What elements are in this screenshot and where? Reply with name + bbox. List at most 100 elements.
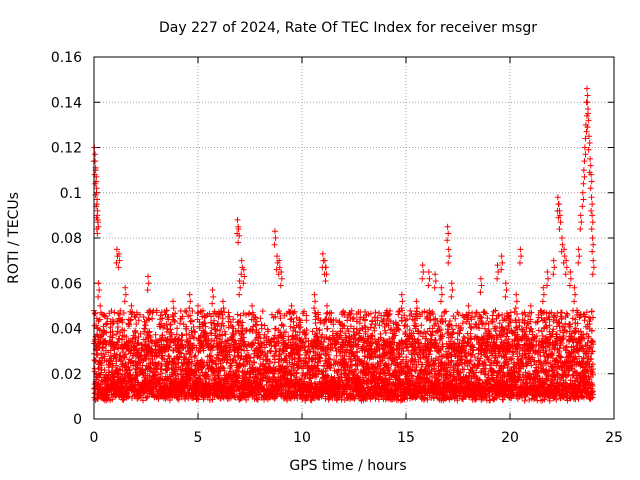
data-point	[134, 373, 141, 380]
data-point	[220, 365, 227, 372]
data-point	[122, 351, 129, 358]
data-point	[331, 374, 338, 381]
data-point	[146, 368, 153, 375]
data-point	[215, 352, 222, 359]
data-point	[500, 396, 507, 403]
data-point	[317, 355, 324, 362]
data-point	[99, 345, 106, 352]
data-point	[309, 358, 316, 365]
data-point	[101, 367, 108, 374]
y-tick-label: 0.12	[51, 141, 82, 157]
y-tick-label: 0.16	[51, 50, 82, 66]
data-point	[192, 368, 199, 375]
data-point	[245, 394, 252, 401]
data-point	[125, 393, 132, 400]
data-point	[271, 356, 278, 363]
data-point	[163, 365, 170, 372]
data-point	[149, 356, 156, 363]
data-point	[322, 357, 329, 364]
data-point	[109, 364, 116, 371]
data-point	[312, 349, 319, 356]
data-point	[324, 372, 331, 379]
data-point	[94, 352, 101, 359]
data-point	[98, 350, 105, 357]
y-tick-label: 0.06	[51, 276, 82, 292]
data-point	[217, 360, 224, 367]
data-point	[293, 369, 300, 376]
data-point	[170, 347, 177, 354]
data-point	[232, 337, 239, 344]
data-point	[192, 352, 199, 359]
data-point	[243, 376, 250, 383]
data-point	[303, 351, 310, 358]
data-point	[305, 362, 312, 369]
y-tick-label: 0.1	[60, 186, 82, 202]
data-point	[288, 379, 295, 386]
data-point	[147, 365, 154, 372]
data-point	[106, 369, 113, 376]
data-point	[144, 393, 151, 400]
data-point	[174, 370, 181, 377]
data-point	[256, 354, 263, 361]
grid	[94, 57, 614, 419]
data-point	[254, 396, 261, 403]
y-tick-label: 0.02	[51, 367, 82, 383]
data-point	[97, 372, 104, 379]
data-point	[109, 396, 116, 403]
data-point	[134, 395, 141, 402]
data-point	[289, 354, 296, 361]
data-point	[224, 357, 231, 364]
y-tick-label: 0.14	[51, 95, 82, 111]
data-point	[461, 366, 468, 373]
data-point	[105, 394, 112, 401]
data-point	[206, 376, 213, 383]
data-point	[312, 356, 319, 363]
x-tick-label: 20	[501, 430, 519, 446]
data-point	[119, 383, 126, 390]
data-point	[155, 371, 162, 378]
data-point	[178, 350, 185, 357]
data-point	[112, 354, 119, 361]
data-point	[191, 353, 198, 360]
data-point	[122, 360, 129, 367]
data-point	[326, 356, 333, 363]
data-point	[325, 351, 332, 358]
data-point	[247, 355, 254, 362]
data-point	[253, 374, 260, 381]
data-point	[490, 396, 497, 403]
data-point	[304, 393, 311, 400]
y-axis-label: ROTI / TECUs	[6, 192, 22, 284]
data-point	[353, 361, 360, 368]
data-point	[208, 352, 215, 359]
data-points	[91, 85, 597, 404]
data-point	[164, 366, 171, 373]
data-point	[189, 358, 196, 365]
data-point	[143, 394, 150, 401]
data-point	[159, 370, 166, 377]
data-point	[153, 353, 160, 360]
data-point	[287, 372, 294, 379]
data-point	[259, 348, 266, 355]
data-point	[270, 353, 277, 360]
data-point	[293, 380, 300, 387]
data-point	[242, 363, 249, 370]
y-tick-label: 0.08	[51, 231, 82, 247]
data-point	[333, 352, 340, 359]
data-point	[254, 375, 261, 382]
x-tick-label: 25	[605, 430, 623, 446]
x-tick-label: 0	[90, 430, 99, 446]
data-point	[266, 360, 273, 367]
data-point	[221, 367, 228, 374]
x-tick-label: 5	[194, 430, 203, 446]
y-tick-label: 0	[73, 412, 82, 428]
data-point	[204, 381, 211, 388]
data-point	[177, 349, 184, 356]
data-point	[246, 357, 253, 364]
data-point	[281, 348, 288, 355]
data-point	[109, 360, 116, 367]
data-point	[219, 363, 226, 370]
chart-title: Day 227 of 2024, Rate Of TEC Index for r…	[159, 20, 537, 36]
data-point	[107, 352, 114, 359]
data-point	[245, 351, 252, 358]
